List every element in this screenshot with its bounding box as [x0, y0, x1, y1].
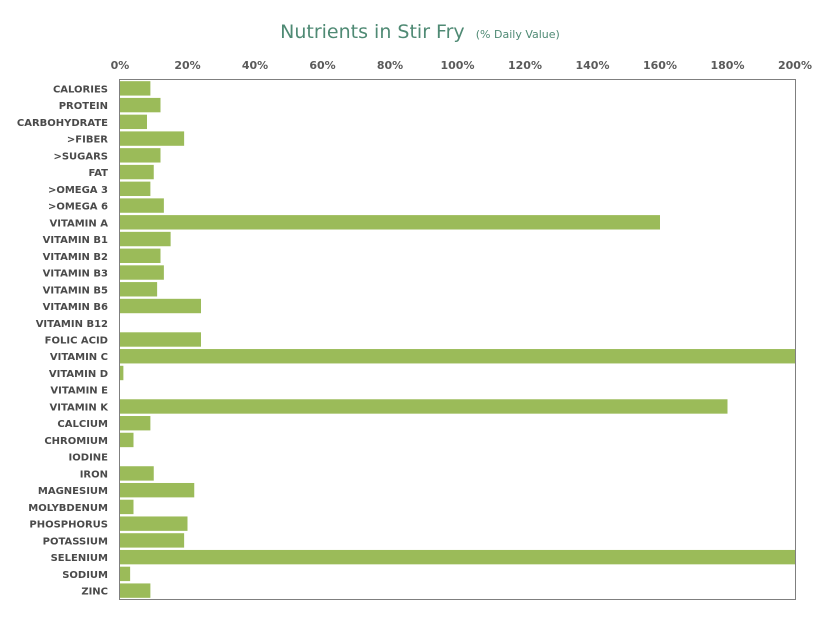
category-label: >FIBER [67, 135, 108, 146]
bar [120, 499, 134, 515]
category-label: VITAMIN B5 [43, 285, 108, 296]
category-label: CARBOHYDRATE [17, 118, 108, 129]
category-label: MAGNESIUM [38, 486, 108, 497]
bar [120, 533, 185, 548]
bar [120, 399, 728, 414]
category-label: SELENIUM [51, 553, 108, 564]
category-label: POTASSIUM [43, 536, 108, 547]
category-label: VITAMIN A [49, 218, 108, 229]
bars [120, 81, 795, 598]
bar [120, 265, 164, 280]
x-tick-label: 0% [111, 59, 130, 72]
category-label: >OMEGA 3 [48, 185, 108, 196]
category-label: PHOSPHORUS [29, 520, 108, 531]
bar [120, 114, 147, 130]
bar [120, 349, 795, 364]
bar [120, 466, 154, 481]
category-label: PROTEIN [59, 101, 108, 112]
x-tick-label: 80% [377, 59, 403, 72]
category-label: >OMEGA 6 [48, 202, 108, 213]
category-label: VITAMIN E [50, 386, 108, 397]
bar [120, 482, 195, 498]
bar [120, 298, 201, 314]
x-tick-label: 20% [174, 59, 200, 72]
chart-subtitle: (% Daily Value) [476, 28, 560, 41]
x-tick-label: 100% [441, 59, 475, 72]
bar [120, 131, 185, 146]
bar [120, 566, 131, 582]
category-label: VITAMIN B1 [43, 235, 108, 246]
category-label: SODIUM [62, 570, 108, 581]
bar [120, 282, 158, 297]
category-label: VITAMIN D [49, 369, 108, 380]
bar [120, 198, 164, 213]
x-tick-label: 140% [576, 59, 610, 72]
bar [120, 164, 154, 180]
x-tick-label: 200% [778, 59, 812, 72]
x-tick-label: 40% [242, 59, 268, 72]
x-tick-label: 160% [643, 59, 677, 72]
category-label: CHROMIUM [44, 436, 108, 447]
category-label: >SUGARS [53, 151, 108, 162]
bar [120, 416, 151, 431]
bar [120, 549, 795, 565]
x-tick-label: 120% [508, 59, 542, 72]
category-label: VITAMIN B3 [43, 269, 108, 280]
bar [120, 583, 151, 598]
bar [120, 215, 660, 230]
category-label: VITAMIN K [49, 402, 109, 413]
bar [120, 81, 151, 96]
chart-title-main: Nutrients in Stir Fry [280, 21, 465, 43]
bar [120, 97, 161, 113]
x-axis-ticks: 0% 20% 40% 60% 80% 100% 120% 140% 160% 180% 200% [111, 59, 812, 72]
category-label: VITAMIN C [50, 352, 108, 363]
bar [120, 365, 124, 381]
bar [120, 248, 161, 263]
category-label: VITAMIN B6 [43, 302, 108, 313]
category-label: MOLYBDENUM [28, 503, 108, 514]
category-labels: CALORIES PROTEIN CARBOHYDRATE >FIBER >SUGARS… [17, 84, 109, 597]
category-label: ZINC [81, 587, 108, 598]
category-label: FOLIC ACID [45, 336, 108, 347]
x-tick-label: 180% [711, 59, 745, 72]
bar [120, 231, 171, 247]
category-label: IRON [80, 469, 108, 480]
bar [120, 516, 188, 531]
x-tick-label: 60% [309, 59, 335, 72]
category-label: VITAMIN B2 [43, 252, 108, 263]
chart-title: Nutrients in Stir Fry (% Daily Value) [280, 21, 560, 43]
bar [120, 332, 201, 347]
category-label: VITAMIN B12 [36, 319, 108, 330]
category-label: CALORIES [53, 84, 108, 95]
bar [120, 148, 161, 163]
category-label: CALCIUM [57, 419, 108, 430]
category-label: IODINE [69, 453, 109, 464]
category-label: FAT [89, 168, 109, 179]
bar [120, 432, 134, 448]
plot-area-frame [119, 79, 796, 600]
bar [120, 181, 151, 197]
